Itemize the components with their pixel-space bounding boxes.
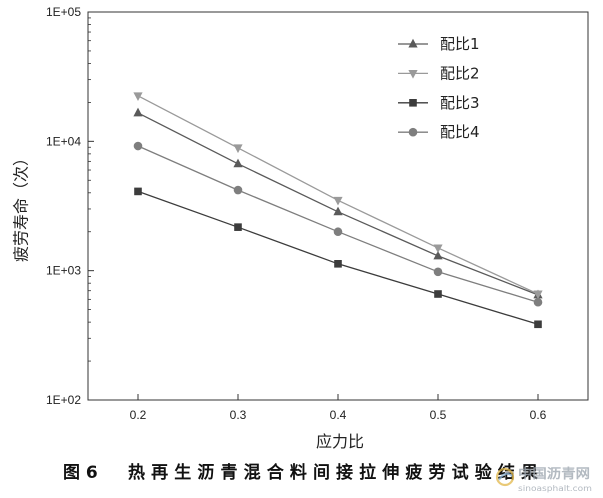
data-point-triangle-up	[433, 250, 443, 260]
data-point-square	[134, 187, 142, 196]
y-tick-label: 1E+05	[46, 5, 81, 19]
data-point-square	[334, 260, 342, 268]
data-point-circle	[533, 297, 543, 307]
y-axis-ticks: 1E+02 1E+03 1E+04 1E+05	[46, 5, 94, 407]
legend-item-1: 配比1	[398, 35, 480, 53]
plot-frame	[87, 11, 589, 401]
legend-label: 配比2	[440, 64, 480, 82]
series-line	[137, 145, 539, 303]
watermark: 中国沥青网 sinoasphalt.com	[495, 466, 592, 493]
data-point-circle	[333, 227, 343, 237]
data-point-triangle-up	[233, 158, 243, 168]
y-axis-title: 疲劳寿命（次）	[12, 150, 31, 262]
data-point-triangle-down	[133, 92, 143, 101]
watermark-name: 中国沥青网	[518, 466, 590, 482]
data-point-triangle-up	[333, 206, 343, 216]
series-2	[133, 92, 543, 300]
series-layer	[133, 92, 543, 329]
data-point-triangle-down	[333, 196, 343, 206]
data-point-square	[434, 290, 442, 298]
legend-marker-triangle-down	[408, 69, 418, 79]
data-point-triangle-down	[433, 244, 443, 254]
series-1	[133, 107, 543, 299]
series-4	[133, 141, 543, 307]
watermark-logo-ring	[495, 467, 515, 487]
data-point-circle	[133, 141, 143, 151]
legend-marker-circle	[408, 127, 418, 137]
legend-label: 配比3	[440, 94, 480, 112]
figure-caption-text: 热再生沥青混合料间接拉伸疲劳试验结果	[128, 462, 538, 483]
legend-marker-square	[409, 99, 417, 107]
x-axis-title: 应力比	[316, 432, 364, 451]
x-tick-label: 0.6	[530, 408, 547, 422]
legend-item-3: 配比3	[398, 94, 480, 112]
data-point-square	[234, 223, 242, 231]
data-point-circle	[233, 185, 243, 195]
watermark-logo-icon	[495, 467, 515, 487]
series-3	[134, 187, 542, 329]
y-tick-label: 1E+02	[46, 393, 81, 407]
legend-marker-triangle-up	[408, 38, 418, 48]
legend-item-4: 配比4	[398, 123, 480, 141]
y-tick-label: 1E+03	[46, 264, 81, 278]
y-tick-label: 1E+04	[46, 134, 81, 148]
legend-item-2: 配比2	[398, 64, 480, 82]
x-tick-label: 0.5	[430, 408, 447, 422]
x-tick-label: 0.4	[330, 408, 347, 422]
x-axis-ticks: 0.2 0.3 0.4 0.5 0.6	[130, 394, 547, 422]
x-tick-label: 0.2	[130, 408, 147, 422]
data-point-triangle-down	[233, 144, 243, 154]
x-tick-label: 0.3	[230, 408, 247, 422]
data-point-triangle-down	[533, 290, 543, 300]
legend-label: 配比1	[440, 35, 480, 53]
data-point-circle	[433, 267, 443, 277]
data-point-triangle-up	[133, 107, 143, 117]
figure-caption-label: 图 6	[63, 463, 98, 483]
legend: 配比1 配比2 配比3 配比4	[398, 35, 480, 141]
data-point-square	[534, 320, 542, 329]
watermark-url: sinoasphalt.com	[518, 484, 592, 493]
legend-label: 配比4	[440, 123, 480, 141]
watermark-logo-swirl	[498, 472, 513, 481]
